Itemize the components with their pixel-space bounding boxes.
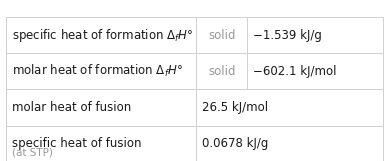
Text: specific heat of formation $\mathregular{\Delta}_{f}\mathit{H}°$: specific heat of formation $\mathregular… [12, 27, 193, 43]
Text: −602.1 kJ/mol: −602.1 kJ/mol [253, 65, 336, 78]
Text: (at STP): (at STP) [12, 147, 53, 157]
Text: 26.5 kJ/mol: 26.5 kJ/mol [202, 101, 268, 114]
Text: molar heat of formation $\mathregular{\Delta}_{f}\mathit{H}°$: molar heat of formation $\mathregular{\D… [12, 63, 183, 79]
Text: specific heat of fusion: specific heat of fusion [12, 137, 141, 150]
Text: −1.539 kJ/g: −1.539 kJ/g [253, 28, 322, 42]
Text: molar heat of fusion: molar heat of fusion [12, 101, 131, 114]
Text: 0.0678 kJ/g: 0.0678 kJ/g [202, 137, 269, 150]
Text: solid: solid [208, 28, 235, 42]
Text: solid: solid [208, 65, 235, 78]
